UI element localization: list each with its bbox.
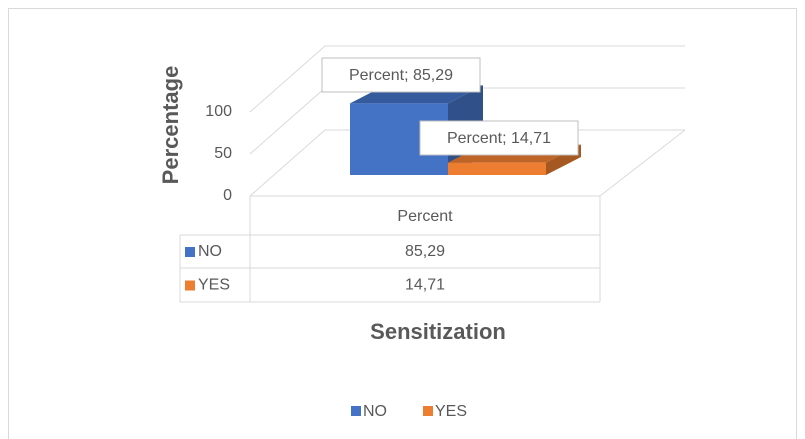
data-label: Percent; 14,71 [447, 130, 551, 147]
data-label-box [321, 57, 481, 93]
table-row-label: YES [198, 277, 230, 294]
table-cell: 85,29 [405, 243, 445, 260]
data-label: Percent; 85,29 [349, 67, 453, 84]
data-label-box [419, 120, 579, 156]
grid-line [249, 45, 685, 113]
table-key [185, 247, 195, 257]
y-tick-label: 50 [214, 145, 232, 162]
legend-label: NO [363, 403, 387, 420]
table-key [185, 280, 195, 291]
table-header: Percent [397, 208, 453, 225]
y-axis-title: Percentage [158, 66, 183, 185]
x-axis-title: Sensitization [370, 319, 506, 344]
legend-key [351, 406, 361, 416]
table-cell: 14,71 [405, 277, 445, 294]
legend-label: YES [435, 403, 467, 420]
bar [448, 162, 546, 175]
y-tick-label: 0 [223, 187, 232, 204]
table-row-label: NO [198, 243, 222, 260]
y-tick-label: 100 [205, 103, 232, 120]
legend-key [423, 406, 433, 416]
floor-right [599, 129, 686, 197]
